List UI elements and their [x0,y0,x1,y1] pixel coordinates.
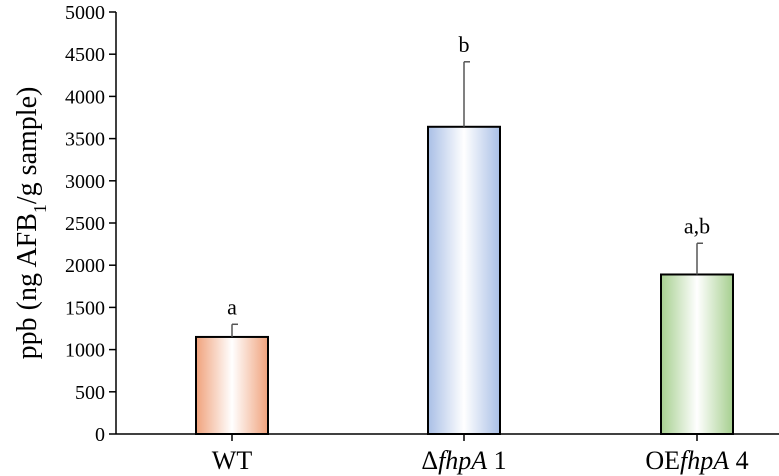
significance-label: a,b [684,213,710,238]
y-tick-label: 1000 [65,340,105,362]
significance-label: a [227,294,237,319]
y-tick-label: 1500 [65,297,105,319]
y-tick-label: 3000 [65,171,105,193]
error-bars [231,61,703,337]
y-tick-label: 5000 [65,2,105,24]
category-label: ΔfhpA 1 [421,446,506,475]
bar [660,273,734,436]
category-label: OEfhpA 4 [645,446,748,475]
y-tick-label: 4500 [65,44,105,66]
significance-label: b [459,32,470,57]
y-tick-label: 0 [95,424,105,446]
y-tick-label: 3500 [65,129,105,151]
bar [195,335,269,435]
category-labels: WT ΔfhpA 1 OEfhpA 4 [212,446,749,475]
y-axis-title: ppb (ng AFB1/g sample) [12,87,50,360]
y-tick-label: 4000 [65,86,105,108]
y-tick-label: 500 [75,382,105,404]
bar [427,125,501,435]
y-tick-label: 2500 [65,213,105,235]
y-axis: 0 500 1000 1500 2000 2500 3000 3500 4000 4500 5000 [65,2,117,446]
significance-labels: a b a,b [227,32,710,319]
y-axis-title-subscript: 1 [30,204,50,213]
x-axis [116,433,779,441]
y-tick-label: 2000 [65,255,105,277]
bars [195,125,734,436]
y-axis-title-unit: /g sample) [12,87,43,204]
y-axis-title-main: ppb (ng AFB [12,213,43,359]
category-label: WT [212,446,253,475]
